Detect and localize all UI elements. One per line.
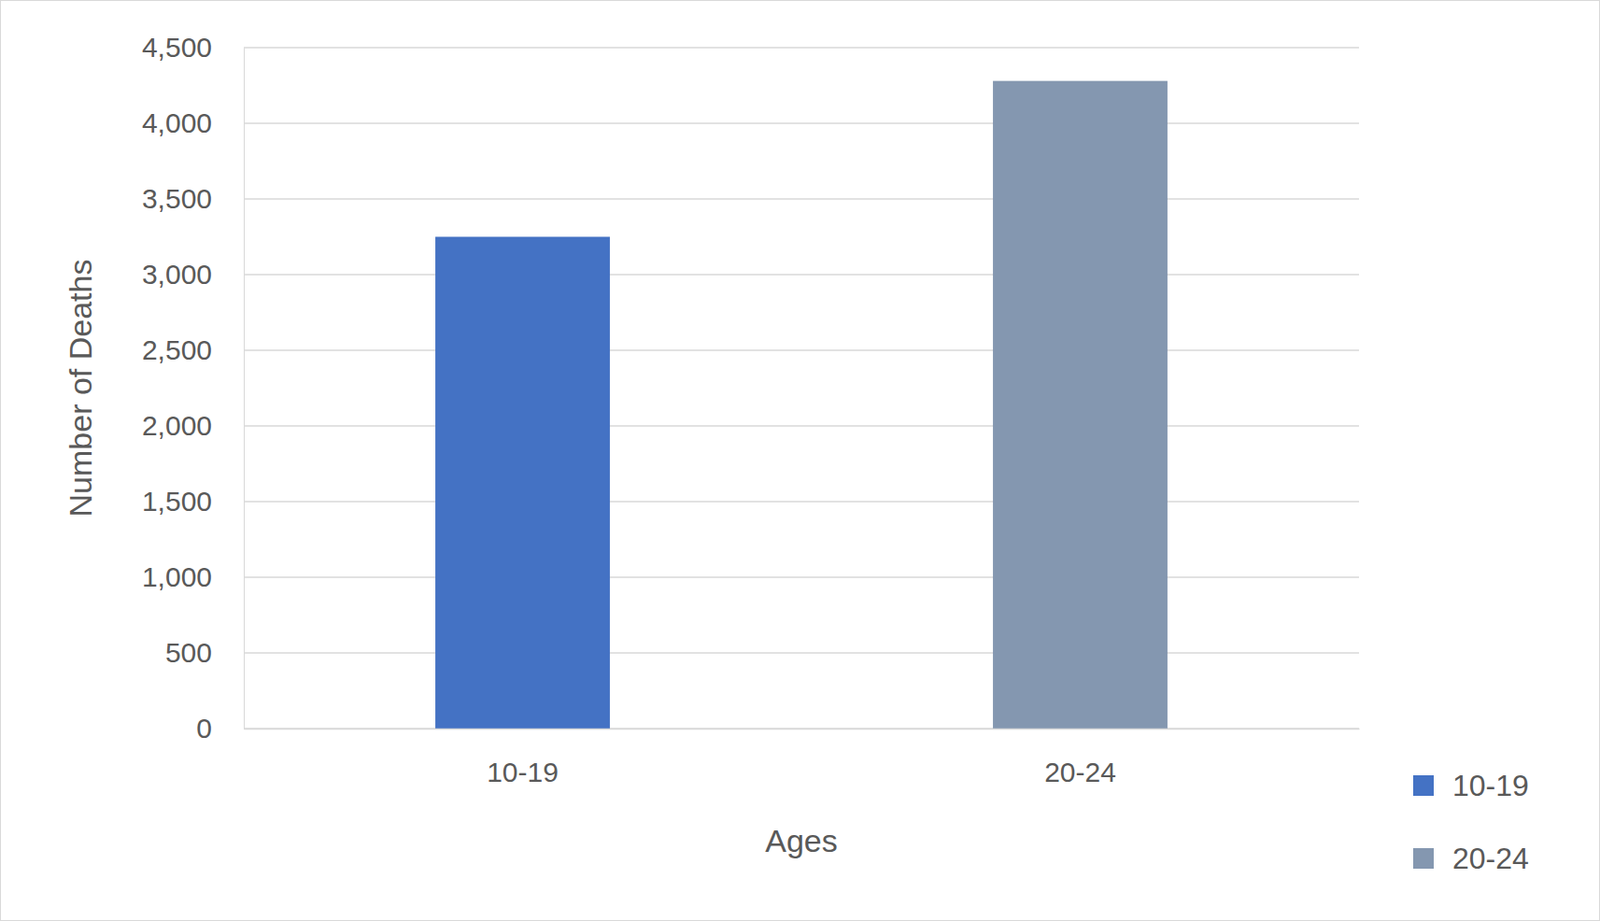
legend: 10-19 20-24 [1413,768,1530,876]
x-tick-label: 20-24 [1044,756,1117,788]
y-tick-label: 1,500 [141,485,213,517]
y-tick-label: 2,000 [141,410,213,441]
x-tick-label: 10-19 [486,756,559,788]
y-tick-label: 0 [196,712,213,744]
x-axis-line [244,728,1360,731]
y-tick-label: 2,500 [141,334,213,366]
y-tick: 2,500 [141,334,244,366]
bar [435,237,610,730]
y-tick-label: 500 [165,637,213,668]
y-tick: 1,500 [141,485,244,517]
y-tick-label: 4,500 [141,31,213,63]
y-tick-label: 3,500 [141,183,213,214]
grid-line [243,576,1360,579]
legend-swatch [1413,848,1434,869]
frame [0,0,1600,921]
chart: 0 500 1,000 1,500 2,000 2,500 3,000 3,500 4,000 4… [0,0,1600,921]
grid-line [243,198,1360,200]
grid-line [243,46,1360,49]
y-tick: 0 [196,712,244,744]
grid-line [243,349,1360,352]
legend-swatch [1413,775,1434,796]
grid-line [243,500,1360,503]
x-tick: 10-19 [486,728,559,788]
x-tick: 20-24 [1044,728,1117,788]
y-tick-label: 3,000 [141,258,213,290]
legend-label: 20-24 [1452,841,1530,876]
grid [243,47,1360,729]
y-axis-title: Number of Deaths [62,259,99,518]
bar [992,81,1168,729]
grid-line [243,727,1360,730]
y-tick: 2,000 [141,410,244,441]
x-axis: 10-19 20-24 [244,728,1360,788]
y-tick: 3,000 [141,258,244,290]
grid-line [243,651,1360,654]
legend-label: 10-19 [1452,768,1530,803]
y-tick: 500 [165,637,244,668]
y-tick: 3,500 [141,183,244,214]
y-tick: 4,000 [141,107,244,139]
y-tick-label: 1,000 [141,561,213,593]
y-axis-line [243,48,245,730]
y-tick: 4,500 [141,31,244,63]
grid-line [243,273,1360,276]
x-axis-title: Ages [764,822,838,859]
bars [435,81,1168,729]
y-axis: 0 500 1,000 1,500 2,000 2,500 3,000 3,500 4,000 4… [141,31,245,744]
grid-line [243,424,1360,427]
y-tick: 1,000 [141,561,244,593]
y-tick-label: 4,000 [141,107,213,139]
grid-line [243,122,1360,125]
